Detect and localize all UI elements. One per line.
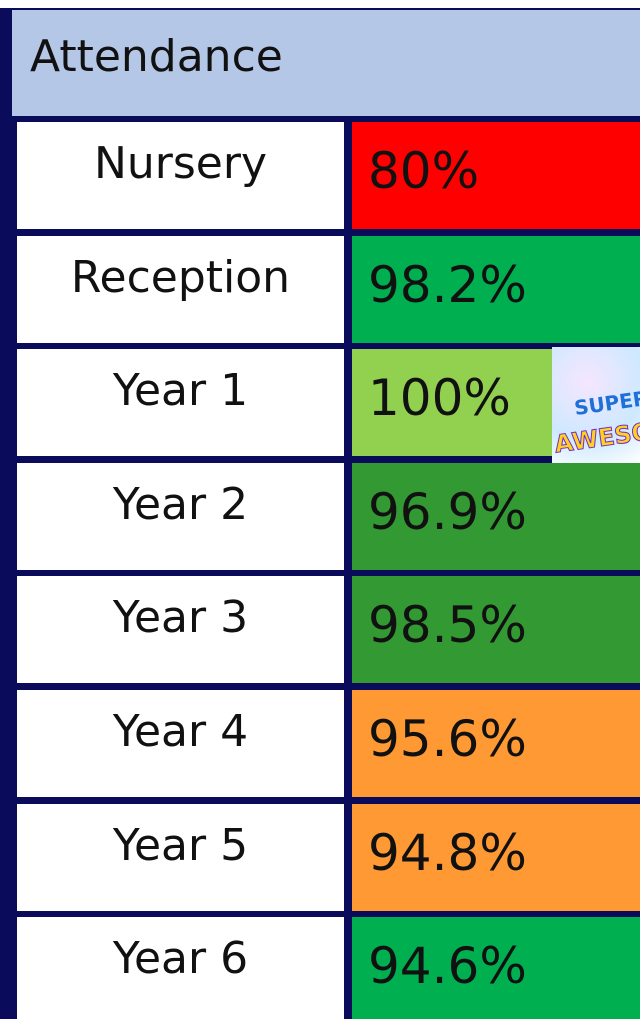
row-value: 98.5% <box>352 576 640 683</box>
row-label: Nursery <box>17 122 344 229</box>
row-value: 80% <box>352 122 640 229</box>
header-title: Attendance <box>12 10 640 116</box>
row-label: Year 1 <box>17 349 344 456</box>
row-label: Year 5 <box>17 804 344 911</box>
row-label: Year 6 <box>17 917 344 1019</box>
row-label: Reception <box>17 236 344 343</box>
row-value: 95.6% <box>352 690 640 797</box>
row-label: Year 3 <box>17 576 344 683</box>
row-value: 94.6% <box>352 917 640 1019</box>
row-value: 96.9% <box>352 463 640 570</box>
row-label: Year 4 <box>17 690 344 797</box>
top-strip <box>0 0 640 8</box>
row-label: Year 2 <box>17 463 344 570</box>
sticker-text: AWESOME <box>553 412 640 459</box>
page: Attendance Nursery80%Reception98.2%Year … <box>0 0 640 1019</box>
sticker-text: SUPER <box>573 386 640 420</box>
row-value: 98.2% <box>352 236 640 343</box>
row-value: 94.8% <box>352 804 640 911</box>
